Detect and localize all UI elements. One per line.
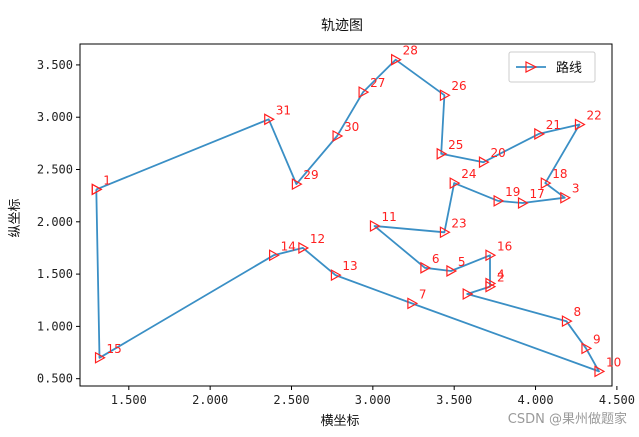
route-point-marker [594,365,606,378]
y-tick-label: 3.500 [37,58,73,72]
y-tick-label: 2.000 [37,215,73,229]
route-point-marker [485,280,497,293]
route-point-marker [540,177,552,190]
route-point-marker [436,147,448,160]
route-point-marker [94,351,106,364]
x-axis-ticks: 1.500 2.000 2.500 3.000 3.500 4.000 4.500 [111,386,635,407]
route-point-marker [534,127,546,140]
plot-frame [79,43,613,387]
y-tick-label: 0.500 [37,372,73,386]
point-label: 24 [461,167,476,181]
route-point-marker [493,194,505,207]
point-label: 4 [497,268,505,282]
point-label: 20 [490,146,505,160]
legend-marker [525,61,538,73]
route-point-marker [439,226,451,239]
point-label: 12 [310,232,325,246]
route-point-marker [391,53,402,66]
point-label: 23 [451,216,466,230]
point-label: 1 [103,173,111,187]
point-label: 31 [276,103,291,117]
route-point-marker [420,261,432,274]
route-point-marker [332,130,344,143]
x-tick-label: 3.000 [355,393,391,407]
route-point-marker [330,269,342,282]
route-point-marker [291,178,303,191]
legend-box [508,51,596,83]
x-tick-label: 2.500 [273,393,309,407]
point-label: 10 [606,355,621,369]
point-label: 18 [552,167,567,181]
route-point-marker [91,183,103,196]
point-label: 14 [281,239,296,253]
legend-label: 路线 [556,60,582,76]
route-point-marker [264,113,275,126]
point-label: 17 [530,187,545,201]
point-label: 27 [370,76,385,90]
plot-area [79,43,613,387]
legend: 路线 [508,51,596,83]
y-tick-label: 1.000 [37,319,73,333]
point-label: 19 [505,185,520,199]
route-point-marker [369,219,381,233]
route-point-marker [561,315,573,328]
x-tick-label: 1.500 [111,393,147,407]
point-label: 21 [546,118,561,132]
point-label: 15 [107,342,122,356]
route-point-marker [269,249,280,262]
y-tick-label: 1.500 [37,267,73,281]
point-label: 11 [381,210,396,224]
watermark: CSDN @果州做题家 [507,412,627,427]
x-tick-label: 2.000 [192,393,228,407]
route-point-marker [439,89,451,102]
y-tick-label: 2.500 [37,163,73,177]
point-label: 2 [497,271,505,285]
point-label: 13 [342,259,357,273]
route-point-marker [485,249,497,262]
x-tick-label: 4.000 [517,393,553,407]
route-line [95,58,600,373]
y-axis-title: 纵坐标 [8,198,23,237]
point-label: 26 [451,79,466,93]
point-label: 9 [593,332,601,346]
point-label: 6 [432,252,440,266]
route-point-marker [407,297,419,310]
point-label: 22 [586,109,601,123]
route-point-marker [560,191,572,204]
point-label: 16 [497,239,512,253]
route-point-marker [574,118,586,131]
y-tick-label: 3.000 [37,110,73,124]
route-point-marker [478,156,490,169]
route-point-marker [581,342,593,355]
x-tick-label: 4.500 [599,393,635,407]
point-label: 8 [573,305,581,319]
route-point-marker [449,177,461,190]
point-label: 25 [448,138,463,152]
route-point-marker [298,241,310,254]
point-label: 7 [419,287,427,301]
route-point-marker [517,196,529,209]
route-point-marker [358,86,370,99]
point-label: 29 [303,168,318,182]
x-tick-label: 3.500 [436,393,472,407]
point-label: 30 [344,120,359,134]
point-label: 3 [572,182,580,196]
chart-title: 轨迹图 [321,18,363,34]
y-axis-ticks: 0.500 1.000 1.500 2.000 2.500 3.000 3.500 [37,58,80,386]
route-point-marker [462,287,474,300]
route-point-marker [446,264,458,277]
point-label: 5 [458,255,466,269]
x-axis-title: 横坐标 [320,414,359,429]
series-layer [91,53,606,378]
point-label: 28 [403,44,418,58]
